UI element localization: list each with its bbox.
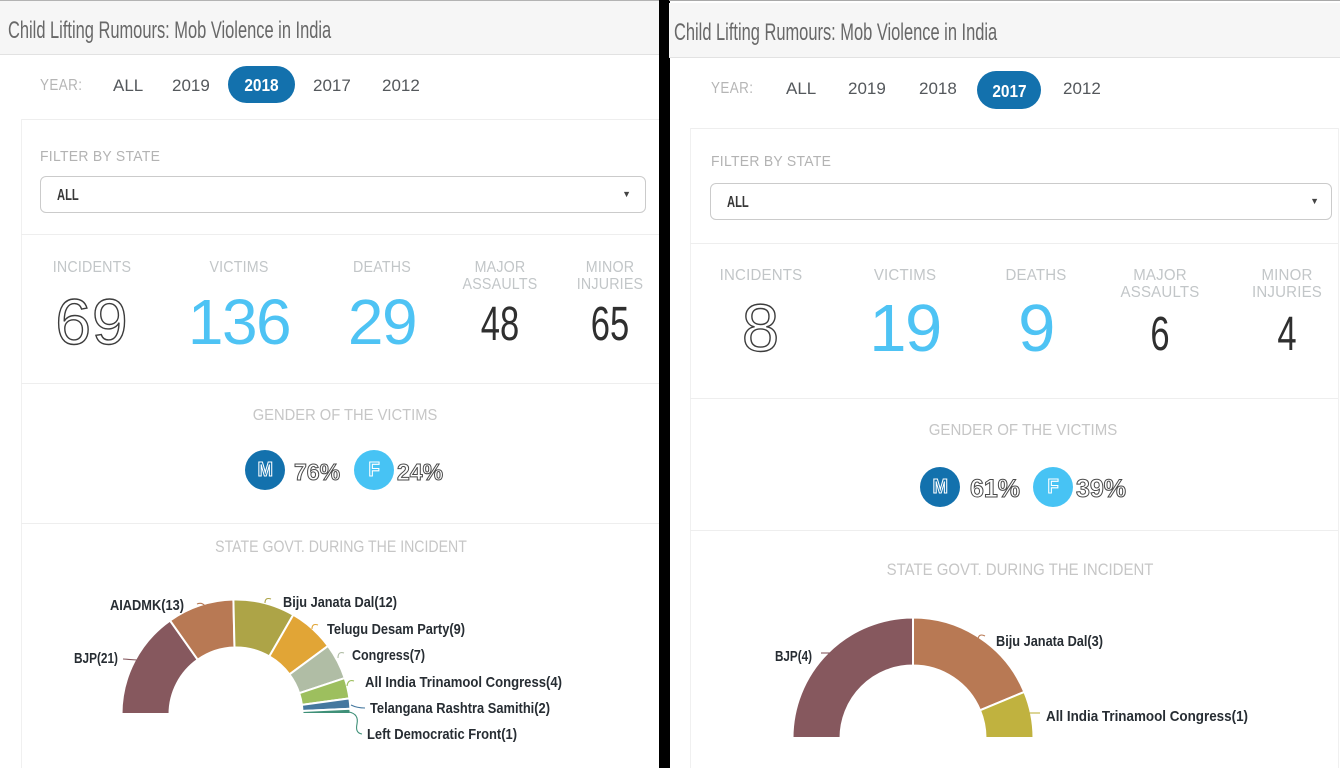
svg-text:Biju Janata Dal(3): Biju Janata Dal(3) — [996, 633, 1103, 650]
svg-text:Left Democratic Front(1): Left Democratic Front(1) — [367, 726, 517, 743]
svg-text:AIADMK(13): AIADMK(13) — [110, 597, 184, 614]
svg-text:Telugu Desam Party(9): Telugu Desam Party(9) — [327, 621, 465, 638]
svg-text:All India Trinamool Congress(4: All India Trinamool Congress(4) — [365, 674, 562, 691]
svg-text:Congress(7): Congress(7) — [352, 647, 425, 664]
svg-text:BJP(21): BJP(21) — [74, 650, 118, 667]
svg-text:Telangana Rashtra Samithi(2): Telangana Rashtra Samithi(2) — [370, 700, 550, 717]
svg-text:All India Trinamool Congress(1: All India Trinamool Congress(1) — [1046, 708, 1248, 725]
svg-text:Biju Janata Dal(12): Biju Janata Dal(12) — [283, 594, 397, 611]
svg-text:BJP(4): BJP(4) — [775, 648, 812, 665]
